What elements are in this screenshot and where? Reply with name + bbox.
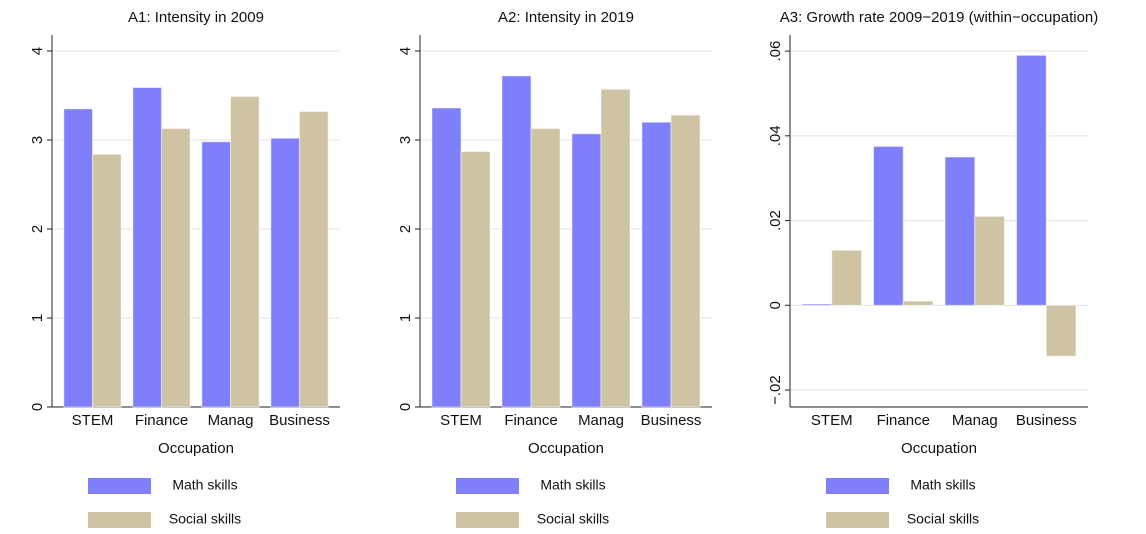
y-tick-label: −.02 [767,375,784,405]
y-tick-label: 0 [29,403,46,411]
bar [270,137,300,408]
y-tick-label: 2 [29,225,46,233]
bar [230,95,260,408]
bar [92,153,122,408]
bar [801,303,833,306]
bar [831,249,862,306]
legend-swatch [826,512,889,528]
bar [201,141,232,408]
bar [299,111,329,408]
legend-swatch [826,478,889,494]
x-tick-label: Manag [952,412,998,429]
x-axis-label: Occupation [158,440,234,457]
legend-label: Social skills [907,511,979,527]
bar [63,108,94,408]
x-tick-label: Business [641,412,702,429]
y-tick-label: .04 [767,125,784,146]
bar [944,156,976,306]
bar [530,127,561,408]
bar [571,133,602,408]
legend-label: Math skills [540,477,605,493]
x-tick-label: Manag [208,412,254,429]
y-tick-label: 3 [29,136,46,144]
bar [873,145,904,306]
legend-label: Social skills [537,511,609,527]
x-tick-label: Finance [135,412,188,429]
y-tick-label: 1 [29,314,46,322]
y-tick-label: .02 [767,210,784,231]
x-tick-label: STEM [811,412,853,429]
bar [600,88,631,408]
x-tick-label: Business [269,412,330,429]
bar [902,300,934,306]
legend-label: Social skills [169,511,241,527]
y-tick-label: 2 [397,225,414,233]
y-tick-label: 0 [397,403,414,411]
y-tick-label: 1 [397,314,414,322]
bar [460,151,491,408]
bar [161,127,191,408]
legend-swatch [456,478,519,494]
x-tick-label: Manag [578,412,624,429]
bar [132,87,163,408]
chart-title: A3: Growth rate 2009−2019 (within−occupa… [780,9,1099,26]
y-tick-label: 4 [397,47,414,55]
y-tick-label: 3 [397,136,414,144]
bar [974,215,1005,306]
y-tick-label: 4 [29,47,46,55]
legend-label: Math skills [172,477,237,493]
x-tick-label: Business [1016,412,1077,429]
bar [431,107,462,408]
bar [1045,304,1077,357]
bar [501,75,532,408]
x-tick-label: STEM [72,412,114,429]
y-tick-label: .06 [767,41,784,62]
y-tick-label: 0 [767,301,784,309]
x-tick-label: Finance [504,412,557,429]
bar [641,121,672,408]
chart-title: A1: Intensity in 2009 [128,9,264,26]
chart-title: A2: Intensity in 2019 [498,9,634,26]
x-axis-label: Occupation [901,440,977,457]
legend-swatch [88,478,151,494]
bar [670,114,701,408]
x-tick-label: STEM [440,412,482,429]
legend-swatch [88,512,151,528]
legend-swatch [456,512,519,528]
x-axis-label: Occupation [528,440,604,457]
bar [1016,54,1047,306]
x-tick-label: Finance [877,412,930,429]
legend-label: Math skills [910,477,975,493]
